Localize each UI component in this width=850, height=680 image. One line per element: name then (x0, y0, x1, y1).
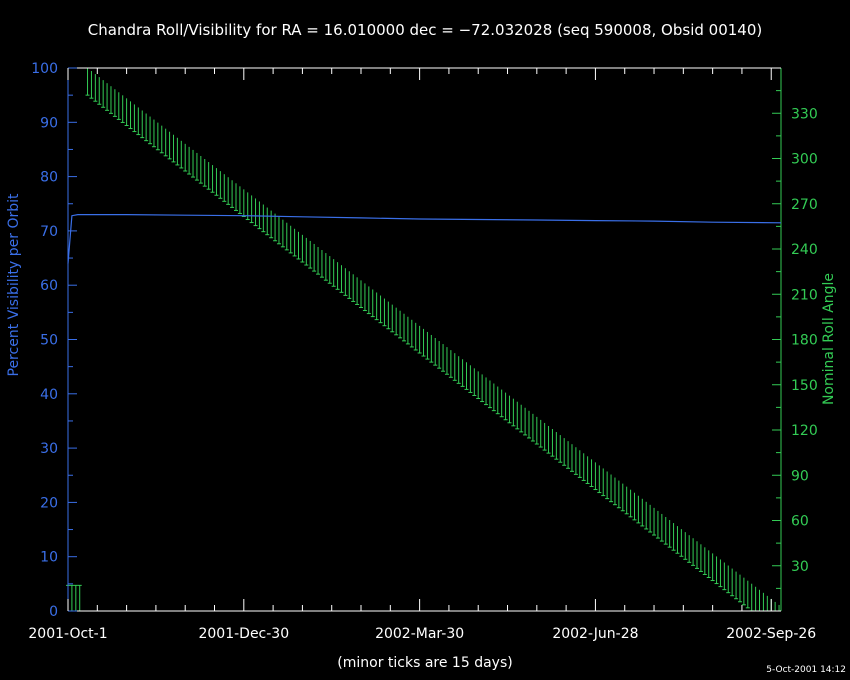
right-tick-label: 120 (791, 423, 818, 439)
x-tick-label: 2002-Sep-26 (726, 626, 816, 642)
left-axis-ticks: 0 10 20 30 40 50 60 70 80 90 100 (31, 61, 77, 620)
left-axis-label: Percent Visibility per Orbit (6, 193, 22, 377)
right-tick-label: 270 (791, 197, 818, 213)
x-axis-label: (minor ticks are 15 days) (337, 655, 512, 671)
left-tick-label: 70 (40, 224, 58, 240)
right-tick-label: 240 (791, 242, 818, 258)
left-tick-label: 30 (40, 441, 58, 457)
right-tick-label: 60 (791, 514, 809, 530)
left-tick-label: 50 (40, 333, 58, 349)
left-tick-label: 60 (40, 278, 58, 294)
right-tick-label: 210 (791, 287, 818, 303)
x-tick-label: 2001-Oct-1 (28, 626, 107, 642)
right-tick-label: 300 (791, 152, 818, 168)
x-axis-ticks: 2001-Oct-1 2001-Dec-30 2002-Mar-30 2002-Jun… (28, 68, 816, 642)
left-tick-label: 80 (40, 170, 58, 186)
left-tick-label: 90 (40, 115, 58, 131)
right-axis-label: Nominal Roll Angle (821, 273, 837, 405)
left-tick-label: 0 (49, 604, 58, 620)
visibility-series-line (67, 214, 782, 264)
right-tick-label: 330 (791, 106, 818, 122)
right-tick-label: 90 (791, 468, 809, 484)
left-tick-label: 100 (31, 61, 58, 77)
x-tick-label: 2002-Mar-30 (375, 626, 464, 642)
left-tick-label: 10 (40, 550, 58, 566)
x-tick-label: 2001-Dec-30 (198, 626, 289, 642)
right-tick-label: 30 (791, 559, 809, 575)
chart-title: Chandra Roll/Visibility for RA = 16.0100… (88, 21, 762, 39)
right-axis-ticks: 30 60 90 120 150 180 210 240 270 300 330 (772, 90, 818, 589)
roll-angle-series (66, 68, 782, 612)
timestamp: 5-Oct-2001 14:12 (766, 665, 846, 675)
right-tick-label: 180 (791, 333, 818, 349)
right-tick-label: 150 (791, 378, 818, 394)
left-tick-label: 20 (40, 495, 58, 511)
x-tick-label: 2002-Jun-28 (552, 626, 638, 642)
left-tick-label: 40 (40, 387, 58, 403)
